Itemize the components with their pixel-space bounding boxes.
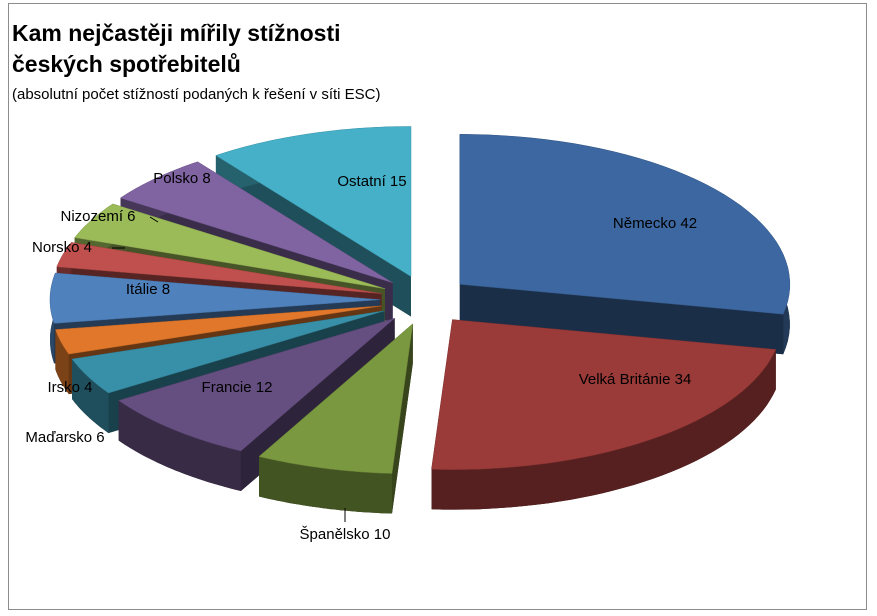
slice-top [56, 242, 382, 294]
chart-subtitle: (absolutní počet stížností podaných k ře… [12, 86, 381, 103]
label-category: Polsko [153, 170, 198, 187]
data-label: Itálie 8 [126, 281, 170, 298]
chart-title: Kam nejčastěji mířily stížnosti českých … [12, 20, 341, 77]
data-label: Ostatní 15 [337, 173, 406, 190]
slice-wall [259, 456, 392, 514]
slice-top [49, 272, 381, 324]
slice-top [119, 161, 393, 284]
label-category: Španělsko [300, 526, 370, 543]
data-label: Německo 42 [613, 215, 697, 232]
label-category: Norsko [32, 239, 80, 256]
label-category: Nizozemí [60, 208, 123, 225]
slice-wall [431, 349, 776, 510]
slice-top [215, 126, 412, 277]
label-category: Irsko [47, 379, 80, 396]
label-value: 34 [675, 371, 692, 388]
label-category: Německo [613, 215, 676, 232]
data-label: Španělsko 10 [300, 526, 391, 543]
label-category: Francie [202, 379, 252, 396]
slice [258, 323, 414, 514]
slice-wall [118, 400, 241, 491]
slice-top [55, 305, 382, 355]
slice-side [459, 284, 784, 355]
label-category: Maďarsko [25, 429, 92, 446]
data-label: Irsko 4 [47, 379, 92, 396]
slice-wall [55, 329, 69, 395]
label-value: 10 [374, 526, 391, 543]
slice-top [431, 319, 777, 470]
data-label: Francie 12 [202, 379, 273, 396]
label-category: Velká Británie [579, 371, 671, 388]
label-category: Ostatní [337, 173, 386, 190]
slice-top [118, 318, 395, 452]
slice-wall [72, 359, 109, 433]
label-value: 12 [256, 379, 273, 396]
slice-top [71, 310, 385, 394]
slice-side [392, 323, 413, 514]
slice-top [258, 323, 414, 474]
data-label: Nizozemí 6 [60, 208, 135, 225]
label-value: 8 [202, 170, 210, 187]
label-value: 4 [84, 379, 92, 396]
label-value: 4 [84, 239, 92, 256]
slice [459, 134, 791, 355]
label-value: 6 [127, 208, 135, 225]
label-category: Itálie [126, 281, 158, 298]
label-value: 6 [96, 429, 104, 446]
label-value: 42 [680, 215, 697, 232]
data-label: Velká Británie 34 [579, 371, 692, 388]
slice-top [459, 134, 791, 315]
label-value: 8 [162, 281, 170, 298]
data-label: Polsko 8 [153, 170, 211, 187]
data-label: Norsko 4 [32, 239, 92, 256]
label-value: 15 [390, 173, 407, 190]
slice-top [74, 203, 386, 289]
data-label: Maďarsko 6 [25, 429, 104, 446]
leader-line [149, 216, 159, 223]
slice [431, 319, 777, 510]
